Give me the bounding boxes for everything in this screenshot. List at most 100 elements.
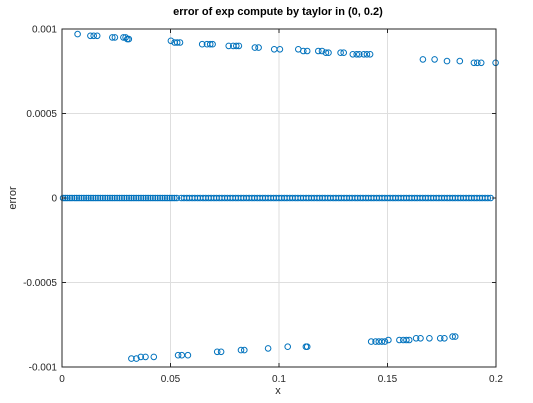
data-point xyxy=(396,336,403,344)
y-tick-label: 0.0005 xyxy=(26,109,57,120)
data-point xyxy=(142,353,149,361)
data-point xyxy=(264,345,272,352)
data-point xyxy=(78,194,85,202)
data-point xyxy=(135,194,142,202)
data-point xyxy=(83,194,90,202)
data-point xyxy=(372,338,379,345)
data-point xyxy=(73,194,81,202)
data-point xyxy=(251,44,259,51)
data-point xyxy=(94,194,102,202)
data-point xyxy=(225,42,232,50)
data-point xyxy=(412,335,420,342)
data-point xyxy=(152,194,159,202)
data-point xyxy=(101,194,109,202)
data-points xyxy=(59,30,499,362)
data-point xyxy=(443,57,451,65)
data-point xyxy=(426,335,433,342)
data-point xyxy=(417,335,424,342)
data-point xyxy=(85,194,92,202)
data-point xyxy=(276,46,284,53)
data-point xyxy=(431,56,438,63)
data-point xyxy=(419,56,427,63)
data-point xyxy=(171,194,178,202)
data-point xyxy=(167,37,175,45)
data-point xyxy=(337,49,344,57)
data-point xyxy=(87,32,94,40)
data-point xyxy=(184,351,192,359)
data-point xyxy=(116,194,123,202)
data-point xyxy=(325,49,332,57)
data-point xyxy=(300,47,307,55)
data-point xyxy=(449,333,456,340)
data-point xyxy=(353,51,361,58)
data-point xyxy=(128,355,135,362)
data-point xyxy=(315,47,322,55)
x-tick-label: 0.1 xyxy=(272,374,286,385)
data-point xyxy=(235,42,243,50)
data-point xyxy=(241,346,248,354)
data-point xyxy=(367,338,375,345)
data-point xyxy=(122,34,129,41)
data-point xyxy=(166,194,173,202)
chart-title: error of exp compute by taylor in (0, 0.… xyxy=(173,6,383,18)
data-point xyxy=(149,194,157,202)
data-point xyxy=(173,194,181,202)
x-tick-label: 0.15 xyxy=(378,374,398,385)
data-point xyxy=(74,30,81,38)
data-point xyxy=(106,194,114,202)
data-point xyxy=(111,194,118,202)
data-point xyxy=(366,51,374,58)
data-point xyxy=(237,346,245,354)
data-point xyxy=(159,194,166,202)
data-point xyxy=(206,40,214,48)
data-point xyxy=(128,194,135,202)
data-point xyxy=(405,336,413,344)
plot-area: 0 0.05 0.1 0.15 0.2 0.001 0.0005 0 -0.0005 -0.001 xyxy=(23,25,503,386)
data-point xyxy=(255,44,262,51)
data-point xyxy=(360,51,368,58)
data-point xyxy=(147,194,154,202)
data-point xyxy=(93,32,101,40)
data-point xyxy=(477,59,485,67)
data-point xyxy=(113,194,121,202)
data-point xyxy=(92,194,99,202)
data-point xyxy=(75,194,83,202)
data-point xyxy=(378,338,386,345)
data-point xyxy=(303,343,311,351)
x-axis-label: x xyxy=(275,385,281,397)
data-point xyxy=(318,47,326,55)
data-point xyxy=(125,194,133,202)
y-tick-label: -0.0005 xyxy=(23,278,57,289)
data-point xyxy=(385,336,392,344)
data-point xyxy=(176,39,184,46)
data-point xyxy=(363,51,371,58)
data-point xyxy=(89,194,97,202)
x-tick-label: 0.2 xyxy=(489,374,503,385)
data-point xyxy=(133,355,140,362)
data-point xyxy=(99,194,107,202)
data-point xyxy=(87,194,95,202)
data-point xyxy=(233,42,240,50)
data-point xyxy=(163,194,171,202)
data-point xyxy=(217,348,225,356)
x-tick-label: 0.05 xyxy=(161,374,181,385)
data-point xyxy=(142,194,150,202)
data-point xyxy=(213,348,221,356)
y-tick-label: 0.001 xyxy=(32,25,57,36)
data-point xyxy=(104,194,111,202)
data-point xyxy=(381,338,389,345)
axis-ticks: 0 0.05 0.1 0.15 0.2 0.001 0.0005 0 -0.0005 -0.001 xyxy=(23,25,503,386)
data-point xyxy=(132,194,140,202)
data-point xyxy=(474,59,481,67)
data-point xyxy=(118,194,126,202)
data-point xyxy=(161,194,169,202)
data-point xyxy=(68,194,76,202)
data-point xyxy=(144,194,152,202)
data-point xyxy=(303,47,311,55)
data-point xyxy=(322,49,330,57)
data-point xyxy=(209,40,216,48)
data-point xyxy=(125,35,133,43)
data-point xyxy=(80,194,88,202)
data-point xyxy=(90,32,97,40)
data-point xyxy=(137,353,145,361)
